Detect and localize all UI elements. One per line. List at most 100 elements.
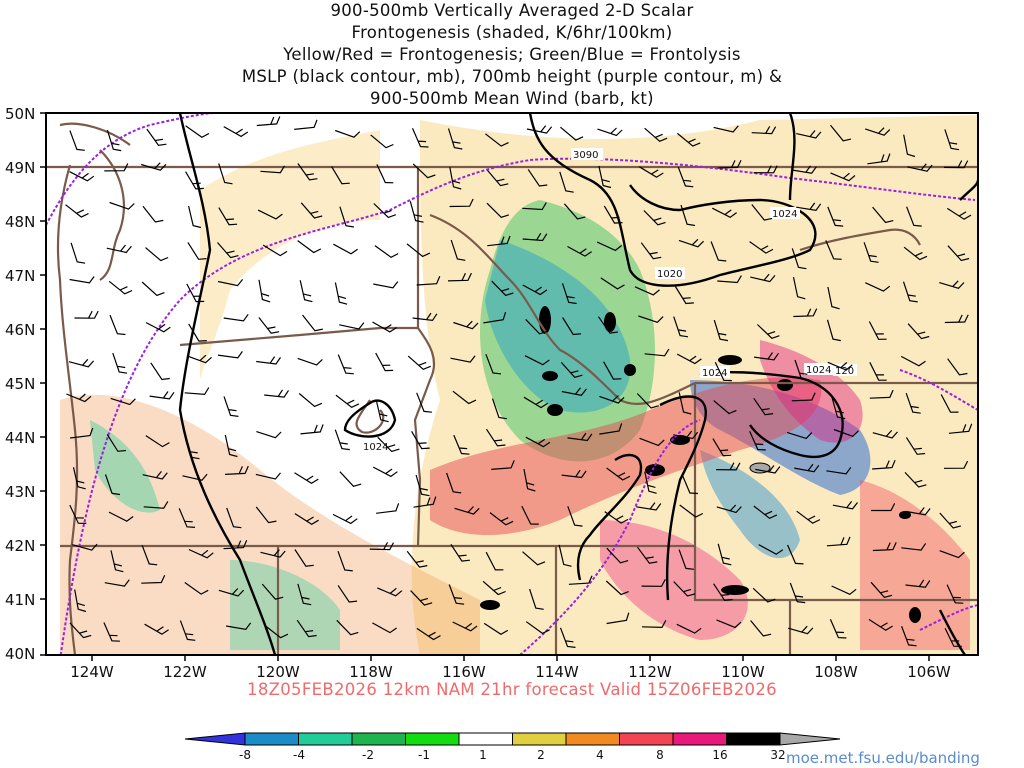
wind-barb (753, 165, 778, 174)
wind-barb (334, 129, 361, 138)
wind-barb (489, 512, 514, 526)
wind-barb (487, 235, 511, 247)
wind-barb (827, 361, 853, 371)
wind-barb (450, 543, 470, 562)
wind-barb (712, 438, 732, 457)
wind-barb (142, 471, 168, 480)
mslp-contour-central (576, 453, 643, 581)
lat-label-42n: 42N (5, 537, 35, 555)
wind-barb (868, 618, 893, 631)
wind-barb (335, 394, 360, 408)
colorbar-label: -2 (362, 748, 374, 762)
lon-label-112w: 112W (628, 663, 672, 681)
wind-barb (750, 273, 776, 283)
wind-barb (796, 510, 821, 524)
wind-barb (184, 387, 210, 396)
wind-barb (188, 548, 214, 559)
wind-barb (300, 202, 323, 219)
wind-barb (606, 547, 629, 564)
wind-barb (294, 513, 319, 526)
wind-barb (944, 129, 960, 151)
wind-barb (787, 544, 804, 565)
wind-barb (944, 627, 962, 647)
wind-barb (300, 424, 324, 435)
wind-barb (865, 127, 891, 136)
wind-barb (676, 623, 702, 634)
wind-barb (109, 201, 135, 210)
colorbar-low-arrow (184, 732, 246, 746)
lat-label-47n: 47N (5, 267, 35, 285)
wind-barb (672, 430, 699, 440)
montana-river (799, 228, 921, 252)
wind-barb (409, 201, 424, 223)
wind-barb (141, 281, 165, 297)
wind-barb (297, 583, 312, 606)
wind-barb (260, 165, 286, 174)
wind-barb (605, 580, 629, 596)
wind-barb (182, 473, 208, 481)
wind-barb (758, 544, 784, 555)
wind-barb (598, 165, 612, 189)
wind-barb (298, 393, 323, 408)
wind-barb (940, 394, 959, 413)
wind-barb (145, 247, 169, 262)
wind-barb (188, 323, 207, 342)
mslp-contour-north (788, 113, 796, 201)
wind-barb (369, 542, 395, 551)
wind-barb (869, 362, 887, 381)
wind-barb (567, 506, 583, 527)
mslp-contours (178, 113, 978, 655)
wind-barb (833, 428, 859, 437)
contour-label-120: 120 (835, 366, 854, 377)
colorbar-label: 32 (770, 748, 785, 762)
colorbar: -8 -4 -2 -1 1 2 4 8 16 32 (184, 732, 841, 762)
wind-barb (869, 389, 894, 399)
wind-barb (297, 240, 322, 254)
colorbar-cell (405, 732, 460, 746)
wind-barb (943, 160, 969, 169)
wind-barb (713, 400, 737, 415)
wind-barb (639, 437, 665, 447)
title-line-3: Yellow/Red = Frontogenesis; Green/Blue =… (283, 45, 741, 64)
wind-barb (184, 438, 200, 460)
colorbar-cell (565, 732, 620, 746)
contour-labels: 3090 1024 1020 1024 1024 1024 120 (361, 148, 857, 453)
wind-barb (796, 202, 822, 211)
wind-barb (600, 277, 625, 290)
wind-barb (264, 389, 290, 398)
wind-barb (482, 580, 506, 596)
wind-barb (446, 472, 462, 494)
wind-barb (373, 203, 397, 219)
wind-barb (185, 125, 210, 139)
wind-barb (634, 286, 660, 296)
wind-barb (337, 550, 353, 572)
wind-barb (677, 132, 701, 147)
contour-label-1024-west: 1024 (363, 442, 388, 453)
lat-label-41n: 41N (5, 591, 35, 609)
wind-barb (258, 317, 280, 334)
wind-barb (334, 429, 350, 451)
wind-barb (948, 423, 973, 434)
latitude-labels: 50N 49N 48N 47N 46N 45N 44N 43N 42N 41N … (5, 105, 35, 663)
chart-title: 900-500mb Vertically Averaged 2-D Scalar… (0, 0, 1024, 110)
colorbar-high-arrow (779, 732, 841, 746)
wind-barb (562, 317, 582, 336)
wind-barb (523, 396, 549, 409)
wind-barb (373, 281, 399, 289)
wind-barb (905, 437, 926, 455)
wind-barb (108, 280, 133, 295)
wind-barb (599, 395, 625, 404)
wind-barb (558, 544, 572, 567)
wind-barb (72, 543, 98, 551)
wind-barb (901, 625, 917, 647)
wind-barb (141, 162, 167, 171)
wind-barb (868, 321, 887, 340)
wind-barb (226, 507, 242, 529)
wind-barb (521, 505, 539, 525)
source-url[interactable]: moe.met.fsu.edu/banding (786, 749, 980, 767)
wind-barb (522, 202, 547, 211)
contour-label-3090: 3090 (573, 150, 598, 161)
wind-barb (449, 198, 474, 208)
wind-barb (832, 501, 858, 510)
wind-barb (791, 392, 816, 402)
